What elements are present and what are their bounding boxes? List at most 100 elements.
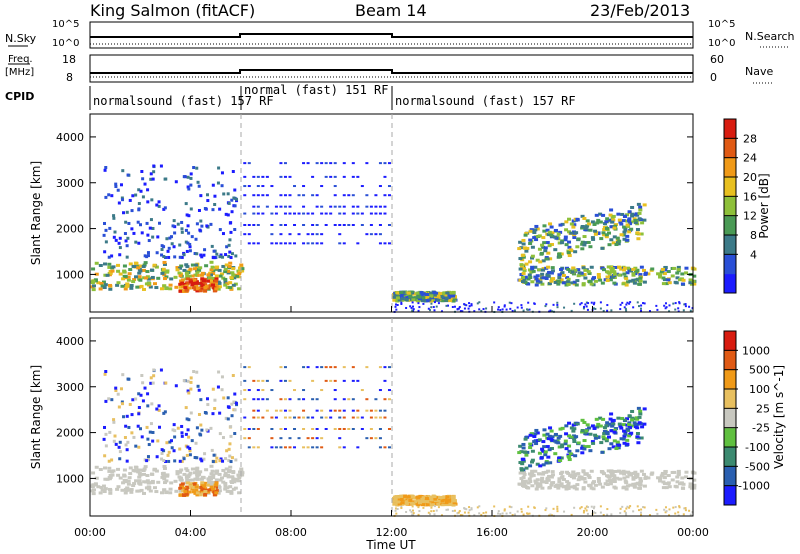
velocity-cell: [572, 486, 577, 490]
power-cell: [129, 286, 134, 290]
power-cell: [518, 267, 523, 271]
power-cell: [212, 289, 217, 293]
velocity-cell: [612, 476, 617, 480]
power-cell: [116, 188, 120, 192]
velocity-cell: [293, 446, 297, 449]
power-cell: [627, 230, 632, 234]
velocity-cell: [356, 379, 360, 382]
power-cell: [223, 267, 228, 271]
power-cell: [324, 162, 328, 165]
power-cell: [642, 203, 647, 207]
velocity-cell: [626, 484, 631, 488]
power-cell: [103, 168, 107, 172]
velocity-cell: [414, 500, 419, 504]
power-cell: [279, 233, 283, 236]
power-cell: [396, 291, 401, 295]
power-cell: [224, 212, 228, 216]
power-cell: [638, 276, 643, 280]
power-cell: [529, 270, 534, 274]
power-cell: [691, 279, 696, 283]
power-cell: [329, 175, 333, 178]
velocity-cell: [613, 469, 618, 473]
power-cell: [574, 231, 579, 235]
velocity-cell: [224, 467, 229, 471]
power-cell: [125, 210, 129, 214]
power-cell: [412, 305, 415, 308]
y-tick-label: 2000: [56, 427, 84, 440]
power-cell: [668, 304, 671, 307]
power-cell: [234, 254, 238, 258]
power-cell: [675, 271, 680, 275]
power-cell: [231, 273, 236, 277]
power-cell: [590, 301, 593, 304]
velocity-cell: [201, 483, 206, 487]
power-cell: [315, 242, 319, 245]
power-cell: [416, 299, 421, 303]
power-cell: [633, 221, 638, 225]
velocity-cell: [91, 483, 96, 487]
velocity-cell: [539, 456, 544, 460]
power-cell: [190, 263, 195, 267]
power-cell: [573, 302, 576, 305]
power-cell: [593, 279, 598, 283]
power-cell: [415, 291, 420, 295]
velocity-cell: [91, 492, 96, 496]
power-cell: [427, 307, 430, 310]
velocity-cell: [573, 472, 578, 476]
velocity-cell: [619, 426, 624, 430]
power-cell: [625, 213, 630, 217]
power-cell: [642, 268, 647, 272]
velocity-cell: [138, 427, 142, 431]
power-cell: [501, 308, 504, 311]
power-cell: [521, 255, 526, 259]
velocity-cell: [519, 467, 524, 471]
power-cell: [188, 242, 192, 246]
velocity-cell: [152, 467, 157, 471]
power-cell: [205, 193, 209, 197]
power-cell: [527, 273, 532, 277]
velocity-cell: [213, 406, 217, 410]
velocity-cell: [378, 416, 382, 419]
power-cell: [184, 228, 188, 232]
velocity-cell: [622, 476, 627, 480]
power-cell: [145, 221, 149, 225]
velocity-cell: [588, 449, 593, 453]
velocity-cell: [605, 430, 610, 434]
power-cell: [182, 282, 187, 286]
velocity-cell: [256, 428, 260, 430]
velocity-cell: [544, 509, 547, 512]
velocity-cell: [612, 485, 617, 489]
velocity-cell: [627, 421, 632, 425]
power-cell: [407, 293, 412, 297]
power-cell: [598, 220, 603, 224]
nsearch-tick-bottom: 10^0: [708, 38, 735, 49]
power-cell: [530, 256, 535, 260]
power-cell: [206, 199, 210, 203]
velocity-cell: [447, 508, 450, 511]
power-cell: [221, 264, 226, 268]
velocity-cell: [114, 386, 118, 390]
power-cell: [99, 281, 104, 285]
power-cell: [529, 228, 534, 232]
velocity-cell: [130, 431, 134, 435]
velocity-cell: [162, 459, 166, 463]
velocity-cell: [662, 476, 667, 480]
velocity-cell: [369, 409, 373, 412]
power-cell: [400, 302, 403, 305]
velocity-cell: [302, 428, 306, 430]
velocity-cell: [465, 508, 468, 511]
power-cell: [102, 262, 107, 266]
power-cell: [567, 240, 572, 244]
power-cell: [187, 214, 191, 218]
velocity-cell: [524, 466, 529, 470]
velocity-cell: [200, 459, 204, 463]
power-cell: [146, 233, 150, 237]
power-cell: [397, 298, 402, 302]
power-cell: [612, 235, 617, 239]
power-cell: [505, 308, 508, 311]
power-cell: [662, 278, 667, 282]
velocity-cell: [194, 488, 199, 492]
velocity-cell: [149, 376, 153, 380]
velocity-cell: [243, 437, 247, 440]
power-cell: [387, 162, 391, 165]
